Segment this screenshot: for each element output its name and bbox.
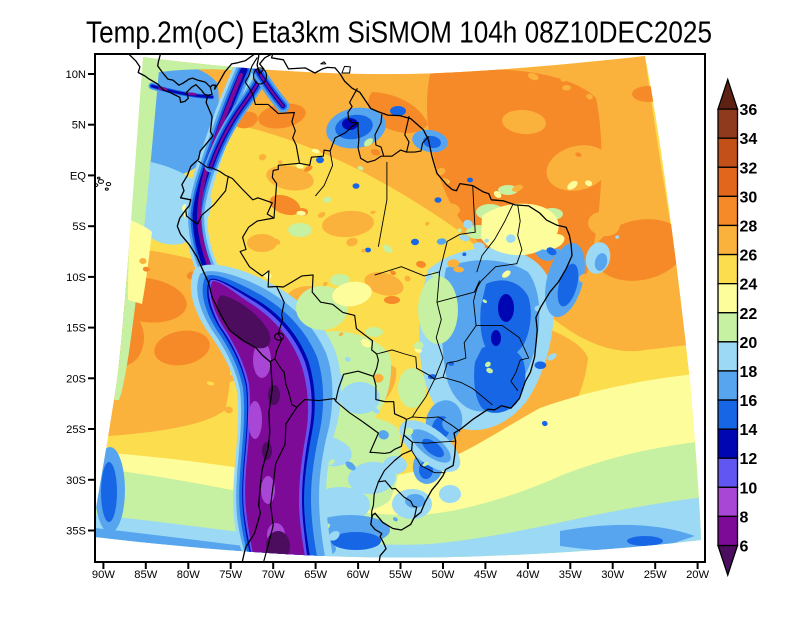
svg-text:5N: 5N <box>72 120 86 132</box>
svg-text:26: 26 <box>740 248 758 265</box>
svg-text:34: 34 <box>740 131 758 148</box>
svg-text:12: 12 <box>740 451 758 468</box>
svg-text:5S: 5S <box>72 221 86 233</box>
svg-text:10S: 10S <box>66 272 86 284</box>
svg-text:40W: 40W <box>516 569 539 581</box>
svg-text:85W: 85W <box>134 569 157 581</box>
svg-text:55W: 55W <box>389 569 412 581</box>
svg-text:15S: 15S <box>66 323 86 335</box>
svg-text:25S: 25S <box>66 424 86 436</box>
svg-text:35W: 35W <box>559 569 582 581</box>
svg-text:28: 28 <box>740 219 758 236</box>
svg-text:10N: 10N <box>65 69 86 81</box>
svg-text:20S: 20S <box>66 373 86 385</box>
svg-text:30S: 30S <box>66 475 86 487</box>
svg-text:16: 16 <box>740 393 758 410</box>
svg-text:90W: 90W <box>92 569 115 581</box>
svg-text:30W: 30W <box>601 569 624 581</box>
svg-text:6: 6 <box>740 539 749 556</box>
svg-text:30: 30 <box>740 189 758 206</box>
svg-text:70W: 70W <box>262 569 285 581</box>
svg-text:36: 36 <box>740 102 758 119</box>
svg-text:50W: 50W <box>431 569 454 581</box>
svg-text:35S: 35S <box>66 526 86 538</box>
svg-text:14: 14 <box>740 422 758 439</box>
svg-text:18: 18 <box>740 364 758 381</box>
svg-text:75W: 75W <box>219 569 242 581</box>
svg-text:24: 24 <box>740 277 758 294</box>
svg-text:20: 20 <box>740 335 758 352</box>
svg-text:20W: 20W <box>686 569 709 581</box>
svg-text:60W: 60W <box>347 569 370 581</box>
svg-text:25W: 25W <box>644 569 667 581</box>
svg-text:22: 22 <box>740 306 758 323</box>
svg-text:10: 10 <box>740 480 758 497</box>
svg-text:32: 32 <box>740 160 758 177</box>
svg-text:8: 8 <box>740 509 749 526</box>
svg-text:EQ: EQ <box>70 170 86 182</box>
svg-text:80W: 80W <box>177 569 200 581</box>
svg-text:45W: 45W <box>474 569 497 581</box>
svg-text:65W: 65W <box>304 569 327 581</box>
svg-text:Temp.2m(oC) Eta3km SiSMOM 104h: Temp.2m(oC) Eta3km SiSMOM 104h 08Z10DEC2… <box>86 15 712 50</box>
